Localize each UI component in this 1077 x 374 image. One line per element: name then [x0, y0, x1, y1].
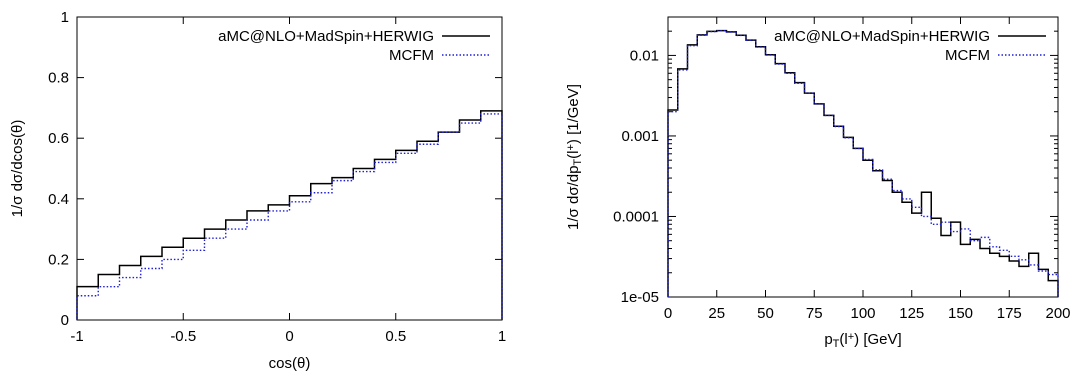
series-line-mcfm: [76, 113, 503, 320]
x-tick-label: 100: [850, 305, 875, 322]
x-tick-label: 25: [708, 305, 725, 322]
y-tick-label: 1e-05: [621, 289, 659, 306]
x-tick-label: 0: [664, 305, 672, 322]
x-axis-title: pT(l+) [GeV]: [824, 331, 901, 350]
x-tick-label: -1: [70, 328, 83, 345]
series-line-mcfm: [667, 30, 1059, 297]
y-tick-label: 0.01: [630, 47, 659, 64]
y-axis-title: 1/σ dσ/dcos(θ): [9, 120, 26, 218]
legend-label: aMC@NLO+MadSpin+HERWIG: [774, 28, 990, 45]
legend-label: MCFM: [945, 47, 990, 64]
chart-cos-theta: -1 -0.5 0 0.5 1 0 0.2 0.4 0.6 0.8 1 aMC@NLO+MadSpin…: [9, 9, 506, 372]
legend-label: MCFM: [389, 47, 434, 64]
y-tick-label: 0.6: [48, 130, 69, 147]
series-line-amcnlo: [76, 110, 503, 320]
y-tick-label: 0.4: [48, 191, 69, 208]
y-tick-label: 0.8: [48, 70, 69, 87]
x-tick-label: 50: [757, 305, 774, 322]
x-tick-label: 75: [806, 305, 823, 322]
y-tick-label: 0.2: [48, 251, 69, 268]
chart-pt-lepton: 0 25 50 75 100 125 150 175 200 0.01 0.001 0.0001 1e-…: [565, 16, 1071, 350]
y-tick-label: 0.001: [621, 128, 659, 145]
y-tick-label: 0: [61, 312, 69, 329]
series-line-amcnlo: [667, 29, 1059, 297]
x-tick-label: 200: [1045, 305, 1070, 322]
x-axis-title: cos(θ): [269, 355, 311, 372]
x-tick-label: 125: [899, 305, 924, 322]
y-tick-label: 1: [61, 9, 69, 26]
x-tick-label: 0: [285, 328, 293, 345]
x-tick-label: 150: [948, 305, 973, 322]
x-tick-label: 175: [997, 305, 1022, 322]
x-tick-label: 0.5: [385, 328, 406, 345]
x-tick-label: -0.5: [170, 328, 196, 345]
legend-label: aMC@NLO+MadSpin+HERWIG: [218, 28, 434, 45]
y-tick-label: 0.0001: [613, 208, 659, 225]
y-axis-title: 1/σ dσ/dpT(l+) [1/GeV]: [565, 84, 584, 230]
x-tick-label: 1: [498, 328, 506, 345]
